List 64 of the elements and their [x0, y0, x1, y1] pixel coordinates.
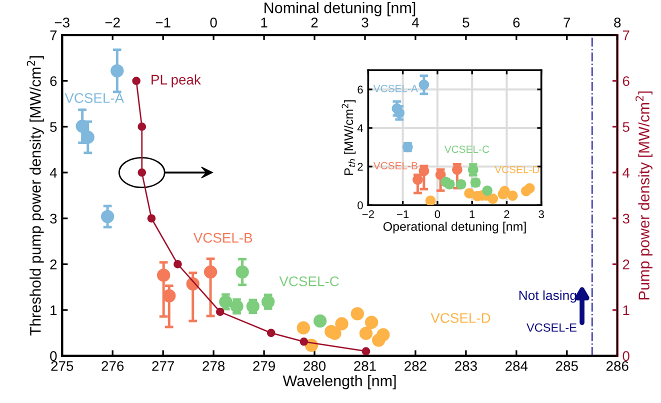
x2-tick-label: 7 — [564, 18, 570, 28]
y-axis-title: Threshold pump power density [MW/cm$^{2}$] — [26, 56, 44, 336]
text: VCSEL-B — [193, 232, 252, 243]
y-tick-label: 0 — [50, 351, 57, 362]
y2-tick-label: 6 — [622, 76, 630, 86]
y-tick-label: 2 — [50, 260, 57, 270]
x-tick-label: 280 — [304, 361, 326, 371]
x-tick-label: 285 — [556, 361, 578, 371]
y-axis-title: P$_{th}$ [MW/cm$^{2}$] — [342, 100, 356, 175]
x-tick-label: 275 — [51, 361, 74, 371]
x-axis-title: Operational detuning [nm] — [383, 222, 526, 234]
series-label: PL peak — [152, 74, 201, 88]
text: VCSEL-D — [430, 313, 490, 323]
x2-tick-label: 4 — [412, 18, 419, 28]
series-label: VCSEL-C — [444, 146, 490, 153]
x-tick-label: 0 — [434, 210, 440, 218]
annotation: VCSEL-E — [526, 323, 576, 332]
x-tick-label: 278 — [202, 361, 225, 371]
y2-tick-label: 4 — [622, 168, 630, 178]
annotation: Not lasing — [519, 290, 576, 303]
series-label: VCSEL-D — [494, 166, 540, 174]
x-tick-label: 277 — [152, 361, 174, 371]
y-tick-label: 0 — [358, 201, 363, 210]
y-tick-label: 6 — [50, 76, 57, 86]
series-label: VCSEL-B — [373, 162, 418, 170]
y2-tick-label: 2 — [622, 260, 630, 270]
series-label: VCSEL-A — [64, 93, 124, 103]
y-tick-label: 1 — [50, 306, 57, 316]
y-tick-label: 5 — [50, 122, 57, 132]
x2-tick-label: 8 — [614, 18, 621, 28]
x2-axis-title: Nominal detuning [nm] — [264, 2, 416, 16]
x2-tick-label: 6 — [513, 18, 520, 28]
y-tick-label: 2 — [358, 162, 363, 171]
y2-tick-label: 5 — [622, 122, 630, 132]
x2-tick-label: −3 — [54, 18, 70, 28]
x-axis-title: Wavelength [nm] — [282, 375, 396, 390]
x-tick-label: 282 — [404, 361, 426, 371]
series-label: VCSEL-A — [373, 84, 418, 92]
x-tick-label: 1 — [470, 210, 475, 218]
x2-tick-label: 0 — [210, 18, 217, 28]
x-tick-label: 276 — [102, 361, 124, 371]
x2-tick-label: 1 — [261, 18, 268, 28]
y-tick-label: 4 — [357, 124, 363, 132]
y2-tick-label: 7 — [622, 30, 630, 40]
y2-axis-title: Pump power density [MW/cm$^{2}$] — [636, 91, 652, 300]
y-tick-label: 4 — [50, 168, 57, 178]
x-tick-label: −1 — [397, 210, 409, 218]
x-tick-label: 2 — [504, 210, 510, 218]
x-tick-label: 279 — [253, 361, 275, 371]
x-tick-label: 284 — [506, 361, 528, 371]
x2-tick-label: 5 — [462, 18, 470, 28]
x-tick-label: 281 — [354, 361, 376, 371]
series-label: VCSEL-C — [279, 276, 339, 286]
y-tick-label: 6 — [358, 86, 363, 94]
x-tick-label: 283 — [455, 361, 477, 371]
x2-tick-label: −1 — [156, 18, 170, 28]
x-tick-label: 3 — [538, 210, 544, 218]
y-tick-label: 7 — [50, 30, 57, 40]
x2-tick-label: 2 — [311, 18, 318, 28]
x2-tick-label: −2 — [105, 18, 120, 28]
y2-tick-label: 1 — [623, 306, 630, 316]
y2-tick-label: 0 — [622, 351, 630, 362]
x-tick-label: −2 — [362, 210, 374, 218]
x-tick-label: 286 — [606, 361, 628, 371]
